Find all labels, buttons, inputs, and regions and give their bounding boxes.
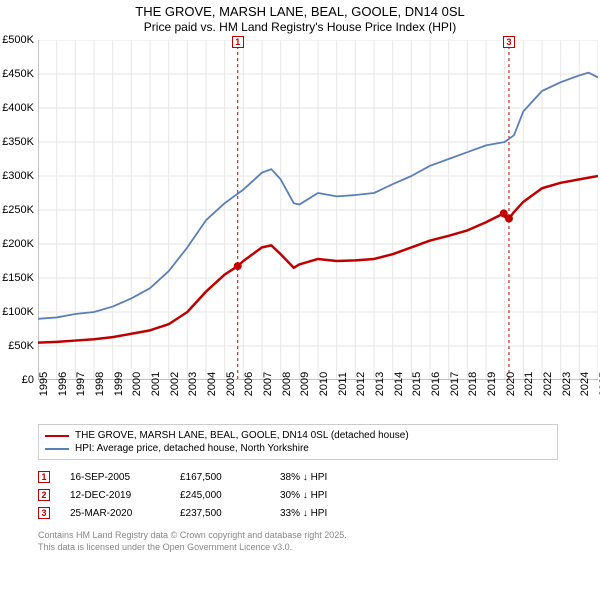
transaction-table: 1 16-SEP-2005 £167,500 38% ↓ HPI 2 12-DEC-201… (38, 468, 600, 522)
x-tick-label: 2003 (187, 372, 199, 396)
transaction-hpi: 38% ↓ HPI (280, 472, 370, 483)
x-tick-label: 2024 (579, 372, 591, 396)
x-tick-label: 1998 (94, 372, 106, 396)
footer-line1: Contains HM Land Registry data © Crown c… (38, 530, 600, 542)
transaction-date: 12-DEC-2019 (70, 490, 160, 501)
x-tick-label: 2020 (505, 372, 517, 396)
footer-line2: This data is licensed under the Open Gov… (38, 542, 600, 554)
x-tick-label: 2022 (542, 372, 554, 396)
chart-title-block: THE GROVE, MARSH LANE, BEAL, GOOLE, DN14… (0, 0, 600, 36)
y-tick-label: £50K (8, 340, 34, 352)
x-tick-label: 2021 (523, 372, 535, 396)
y-tick-label: £500K (2, 34, 34, 46)
legend-row-series2: HPI: Average price, detached house, Nort… (45, 442, 551, 455)
legend-label-series2: HPI: Average price, detached house, Nort… (75, 443, 309, 454)
x-tick-label: 2023 (561, 372, 573, 396)
transaction-row: 2 12-DEC-2019 £245,000 30% ↓ HPI (38, 486, 600, 504)
transaction-date: 25-MAR-2020 (70, 508, 160, 519)
x-tick-label: 1997 (75, 372, 87, 396)
x-tick-label: 2001 (150, 372, 162, 396)
x-tick-label: 2006 (243, 372, 255, 396)
x-tick-label: 2011 (337, 372, 349, 396)
legend-box: THE GROVE, MARSH LANE, BEAL, GOOLE, DN14… (38, 424, 558, 460)
x-tick-label: 2009 (299, 372, 311, 396)
chart-title-line1: THE GROVE, MARSH LANE, BEAL, GOOLE, DN14… (0, 4, 600, 19)
x-tick-label: 2017 (449, 372, 461, 396)
y-tick-label: £0 (22, 374, 34, 386)
x-tick-label: 2007 (262, 372, 274, 396)
y-tick-label: £100K (2, 306, 34, 318)
y-tick-label: £150K (2, 272, 34, 284)
x-tick-label: 2013 (374, 372, 386, 396)
x-tick-label: 2019 (486, 372, 498, 396)
transaction-date: 16-SEP-2005 (70, 472, 160, 483)
transaction-price: £237,500 (180, 508, 260, 519)
y-tick-label: £400K (2, 102, 34, 114)
y-tick-label: £250K (2, 204, 34, 216)
legend-swatch-series2 (45, 448, 69, 450)
x-tick-label: 2015 (411, 372, 423, 396)
transaction-marker: 3 (38, 507, 50, 519)
legend-swatch-series1 (45, 435, 69, 437)
transaction-price: £245,000 (180, 490, 260, 501)
transaction-marker: 1 (38, 471, 50, 483)
x-tick-label: 2010 (318, 372, 330, 396)
y-tick-label: £350K (2, 136, 34, 148)
transaction-row: 1 16-SEP-2005 £167,500 38% ↓ HPI (38, 468, 600, 486)
chart-svg (38, 40, 598, 380)
legend-row-series1: THE GROVE, MARSH LANE, BEAL, GOOLE, DN14… (45, 429, 551, 442)
x-tick-label: 2000 (131, 372, 143, 396)
footer-attribution: Contains HM Land Registry data © Crown c… (38, 530, 600, 553)
x-tick-label: 2002 (169, 372, 181, 396)
y-tick-label: £200K (2, 238, 34, 250)
y-tick-label: £300K (2, 170, 34, 182)
y-tick-label: £450K (2, 68, 34, 80)
transaction-hpi: 33% ↓ HPI (280, 508, 370, 519)
transaction-row: 3 25-MAR-2020 £237,500 33% ↓ HPI (38, 504, 600, 522)
x-tick-label: 2005 (225, 372, 237, 396)
x-tick-label: 1995 (38, 372, 50, 396)
x-tick-label: 1996 (57, 372, 69, 396)
chart-marker-1: 1 (232, 36, 244, 48)
transaction-price: £167,500 (180, 472, 260, 483)
x-tick-label: 2018 (467, 372, 479, 396)
x-tick-label: 2016 (430, 372, 442, 396)
transaction-hpi: 30% ↓ HPI (280, 490, 370, 501)
x-tick-label: 2004 (206, 372, 218, 396)
legend-label-series1: THE GROVE, MARSH LANE, BEAL, GOOLE, DN14… (75, 430, 409, 441)
transaction-marker: 2 (38, 489, 50, 501)
x-tick-label: 2012 (355, 372, 367, 396)
x-tick-label: 2014 (393, 372, 405, 396)
chart-title-line2: Price paid vs. HM Land Registry's House … (0, 20, 600, 34)
x-tick-label: 2008 (281, 372, 293, 396)
chart-marker-3: 3 (503, 36, 515, 48)
x-tick-label: 1999 (113, 372, 125, 396)
chart-area: 13£0£50K£100K£150K£200K£250K£300K£350K£4… (38, 40, 598, 380)
